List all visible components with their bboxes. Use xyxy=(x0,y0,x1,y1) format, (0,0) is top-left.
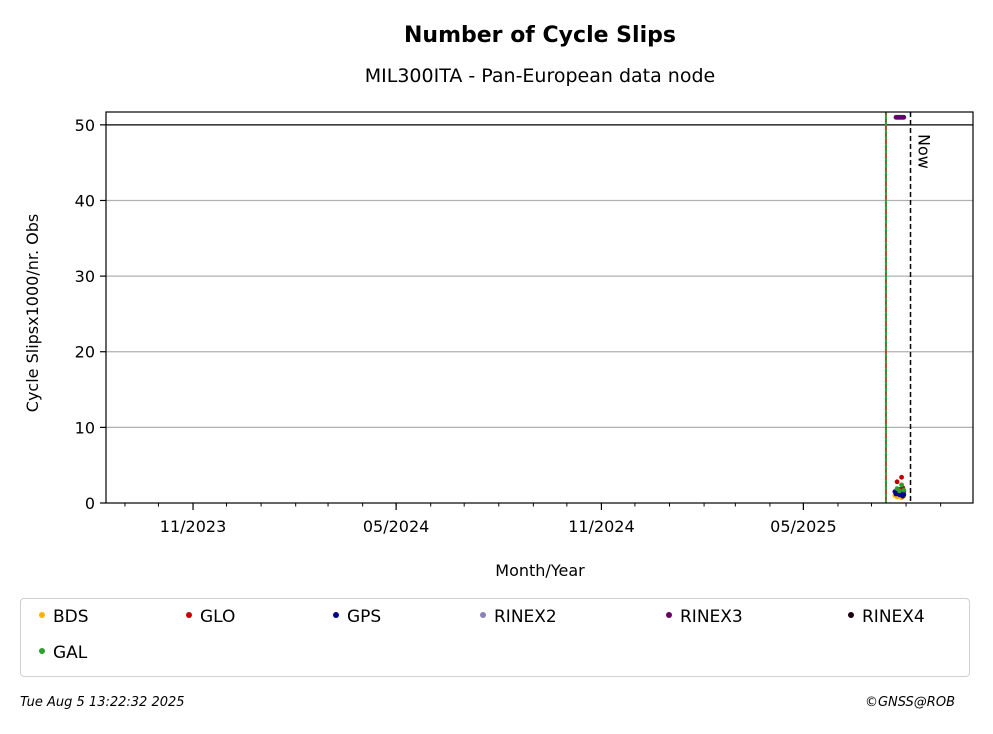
legend-marker xyxy=(480,612,486,618)
legend-item-rinex2: RINEX2 xyxy=(480,607,557,627)
legend-item-bds: BDS xyxy=(39,607,89,627)
x-tick-label: 05/2025 xyxy=(770,517,836,536)
legend-item-gps: GPS xyxy=(333,607,381,627)
grid-layer xyxy=(106,124,973,428)
point-glo xyxy=(899,474,904,480)
x-tick-label: 11/2023 xyxy=(160,517,226,536)
legend-marker xyxy=(186,612,192,618)
legend-label: GAL xyxy=(53,643,88,663)
legend-item-rinex4: RINEX4 xyxy=(848,607,925,627)
legend-label: RINEX2 xyxy=(494,607,557,627)
vertical-lines: Now xyxy=(884,112,934,503)
y-tick-label: 30 xyxy=(75,267,95,286)
point-rinex3 xyxy=(901,114,907,120)
point-gal xyxy=(899,482,904,488)
chart-title: Number of Cycle Slips xyxy=(404,23,676,48)
chart-subtitle: MIL300ITA - Pan-European data node xyxy=(365,65,715,87)
legend: BDS GLO GPS RINEX2 RINEX3 RINEX4 GAL xyxy=(20,598,970,677)
x-tick-label: 05/2024 xyxy=(363,517,429,536)
legend-item-gal: GAL xyxy=(39,643,87,663)
legend-marker xyxy=(333,612,339,618)
legend-label: RINEX3 xyxy=(680,607,743,627)
point-gal xyxy=(896,488,902,494)
footer-timestamp: Tue Aug 5 13:22:32 2025 xyxy=(20,695,185,710)
y-tick-label: 50 xyxy=(75,116,95,135)
point-glo xyxy=(894,479,900,485)
legend-item-rinex3: RINEX3 xyxy=(666,607,743,627)
y-tick-label: 20 xyxy=(75,343,95,362)
now-label: Now xyxy=(915,134,934,169)
data-points xyxy=(892,114,907,501)
legend-item-glo: GLO xyxy=(186,607,235,627)
legend-marker xyxy=(39,612,45,618)
y-axis-label: Cycle Slipsx1000/nr. Obs xyxy=(23,214,42,412)
legend-marker xyxy=(39,648,45,654)
footer-copyright: ©GNSS@ROB xyxy=(864,695,955,710)
y-tick-label: 40 xyxy=(75,191,95,210)
y-tick-label: 0 xyxy=(85,494,95,513)
axes: 0 10 20 30 40 50 11/2023 05/2024 11/2024 05/2025 xyxy=(75,116,942,536)
point-gal xyxy=(901,487,907,493)
legend-label: GLO xyxy=(200,607,236,627)
legend-marker xyxy=(666,612,672,618)
x-axis-label: Month/Year xyxy=(495,561,585,580)
legend-label: BDS xyxy=(53,607,89,627)
x-tick-label: 11/2024 xyxy=(568,517,634,536)
point-gps xyxy=(901,492,907,498)
cycle-slips-chart: Number of Cycle Slips MIL300ITA - Pan-Eu… xyxy=(23,23,974,580)
plot-frame xyxy=(105,111,974,504)
legend-marker xyxy=(848,612,854,618)
legend-label: RINEX4 xyxy=(862,607,925,627)
legend-label: GPS xyxy=(347,607,382,627)
y-tick-label: 10 xyxy=(75,418,95,437)
